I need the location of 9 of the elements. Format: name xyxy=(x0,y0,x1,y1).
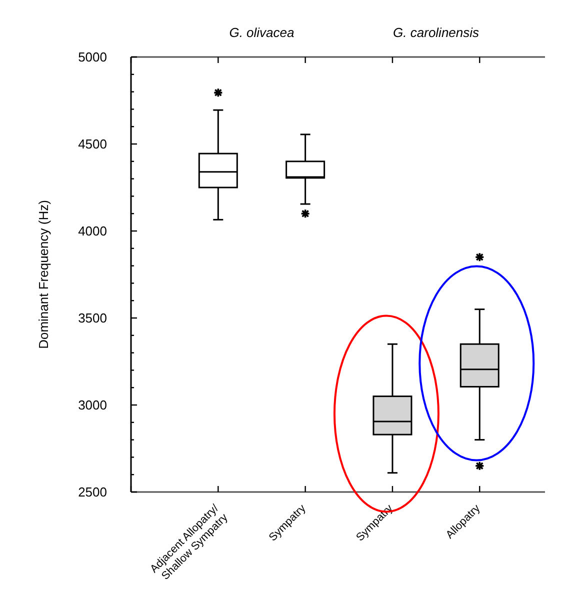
y-tick-label: 4000 xyxy=(78,224,107,239)
y-tick-label: 3500 xyxy=(78,310,107,326)
y-axis-title: Dominant Frequency (Hz) xyxy=(36,200,51,349)
y-tick-label: 2500 xyxy=(78,484,107,500)
y-tick-label: 4500 xyxy=(78,136,107,152)
text: G. carolinensis xyxy=(393,25,480,40)
y-tick-label: 5000 xyxy=(78,50,107,65)
y-tick-label: 3000 xyxy=(78,398,107,413)
text: G. olivacea xyxy=(229,25,294,40)
